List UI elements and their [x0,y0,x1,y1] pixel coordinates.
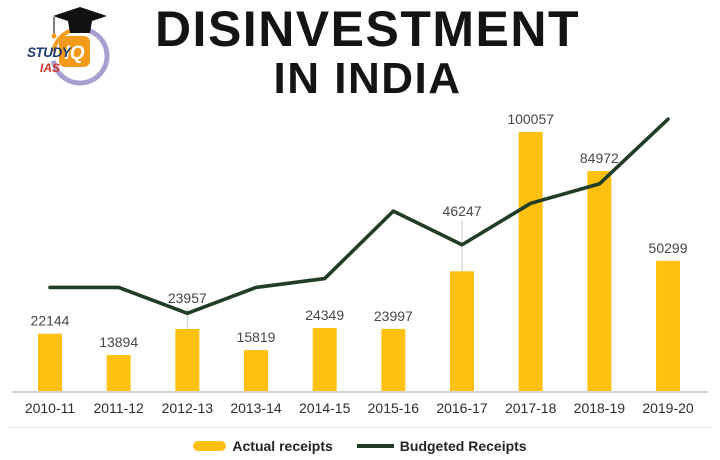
bar-value-label: 22144 [31,313,70,329]
bar-2011-12 [106,355,131,391]
logo-iq-box [59,36,90,67]
graduation-cap-base [68,21,92,33]
x-axis-label: 2017-18 [505,400,557,416]
bar-value-label: 84972 [580,150,619,166]
bar-2016-17 [450,271,475,391]
x-axis-label: 2019-20 [642,400,694,416]
line-swatch-icon [356,444,394,448]
bar-swatch-icon [193,441,227,451]
logo-ring [50,26,110,86]
bar-2017-18 [518,131,543,392]
bar-value-label: 24349 [305,307,344,323]
bar-2014-15 [312,327,337,391]
title-line-1: DISINVESTMENT [154,1,581,57]
x-axis-label: 2011-12 [93,400,144,416]
logo-iq-text: IQ [64,43,84,64]
logo-study-text: STUDY [27,45,73,60]
bar-2019-20 [656,260,681,391]
graduation-cap-icon [53,7,107,25]
x-axis-label: 2013-14 [230,400,282,416]
bar-value-label: 50299 [649,240,688,256]
bar-value-label: 46247 [443,203,482,219]
x-axis-label: 2018-19 [574,400,626,416]
bar-2010-11 [38,333,62,391]
bar-2012-13 [175,328,200,391]
studyiq-logo: IQ STUDY IAS [27,7,110,86]
chart-title: DISINVESTMENT IN INDIA [95,2,640,101]
chart-legend: Actual receipts Budgeted Receipts [0,438,720,454]
cap-tassel-tip [51,33,57,39]
legend-divider-line [8,427,712,428]
bar-2015-16 [381,328,406,391]
x-axis-label: 2015-16 [368,400,420,416]
x-axis-label: 2014-15 [299,400,351,416]
bar-value-label: 23997 [374,308,413,324]
x-axis-label: 2016-17 [436,400,488,416]
logo-ias-text: IAS [40,61,60,75]
budgeted-receipts-line [48,117,670,316]
legend-item-budgeted-receipts: Budgeted Receipts [356,438,527,454]
legend-label: Actual receipts [232,438,333,454]
x-axis-label: 2012-13 [162,400,214,416]
bar-value-label: 13894 [99,334,138,350]
x-axis-label: 2010-11 [25,400,76,416]
bar-value-label: 15819 [237,329,276,345]
title-line-2: IN INDIA [273,54,462,103]
legend-item-actual-receipts: Actual receipts [193,438,333,454]
bar-value-label: 100057 [507,111,554,127]
bar-2018-19 [587,171,612,391]
bar-value-label: 23957 [168,290,207,306]
bar-2013-14 [244,350,269,391]
legend-label: Budgeted Receipts [399,438,527,454]
